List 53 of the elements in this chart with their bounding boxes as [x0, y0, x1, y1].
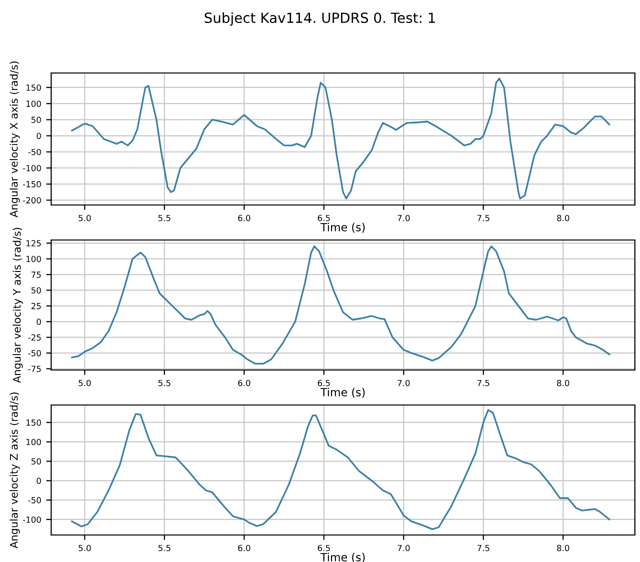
y-tick-label: 125 — [26, 240, 41, 246]
y-axis-title: Angular velocity Z axis (rad/s) — [10, 392, 20, 548]
y-tick-label: -50 — [28, 497, 41, 504]
y-tick-label: 50 — [32, 116, 41, 123]
x-tick-label: 7.0 — [398, 214, 410, 222]
x-tick-label: 7.5 — [477, 380, 490, 386]
y-tick-label: -100 — [22, 164, 41, 172]
x-tick-label: 6.0 — [238, 544, 250, 552]
y-tick-label: 100 — [26, 256, 41, 262]
y-tick-label: 50 — [32, 458, 41, 465]
y-tick-label: 0 — [36, 478, 41, 484]
x-tick-label: 5.5 — [158, 380, 170, 386]
y-tick-label: 0 — [36, 318, 41, 325]
x-tick-label: 7.0 — [398, 544, 410, 552]
y-tick-label: 150 — [26, 84, 41, 91]
x-tick-label: 6.0 — [238, 214, 250, 222]
x-tick-label: 8.0 — [557, 544, 570, 552]
x-axis-title: Time (s) — [320, 388, 365, 398]
y-tick-label: -100 — [22, 516, 41, 523]
x-tick-label: 6.5 — [318, 214, 330, 222]
x-tick-label: 5.5 — [158, 544, 170, 552]
y-tick-label: -25 — [28, 334, 41, 341]
x-tick-label: 7.5 — [477, 214, 490, 222]
line-series — [71, 245, 610, 365]
x-tick-label: 8.0 — [557, 380, 570, 386]
y-tick-label: -50 — [28, 350, 41, 356]
x-tick-label: 5.0 — [78, 214, 91, 222]
line-series — [71, 409, 610, 530]
x-tick-label: 5.5 — [158, 214, 170, 222]
y-tick-label: -200 — [22, 197, 41, 204]
y-axis-title: Angular velocity Y axis (rad/s) — [12, 228, 23, 383]
x-tick-label: 7.5 — [477, 544, 490, 552]
x-tick-label: 7.0 — [398, 380, 410, 386]
y-tick-label: 100 — [26, 100, 41, 107]
x-axis-title: Time (s) — [320, 222, 365, 233]
line-series — [71, 78, 610, 200]
y-tick-label: 50 — [32, 287, 41, 294]
y-tick-label: 150 — [26, 419, 41, 426]
y-tick-label: -50 — [28, 148, 41, 156]
y-tick-label: 100 — [26, 438, 41, 446]
y-axis-title: Angular velocity X axis (rad/s) — [10, 61, 20, 218]
y-tick-label: -75 — [28, 366, 41, 372]
y-tick-label: 75 — [32, 272, 41, 278]
y-tick-label: 25 — [31, 302, 41, 310]
x-tick-label: 5.0 — [78, 380, 91, 386]
x-tick-label: 5.0 — [78, 544, 91, 552]
y-tick-label: -150 — [22, 181, 41, 188]
y-tick-label: 0 — [36, 132, 41, 140]
x-tick-label: 6.0 — [238, 380, 250, 386]
x-tick-label: 6.5 — [318, 380, 330, 386]
x-tick-label: 8.0 — [557, 214, 570, 222]
chart-title: Subject Kav114. UPDRS 0. Test: 1 — [204, 12, 435, 26]
x-tick-label: 6.5 — [318, 544, 330, 552]
